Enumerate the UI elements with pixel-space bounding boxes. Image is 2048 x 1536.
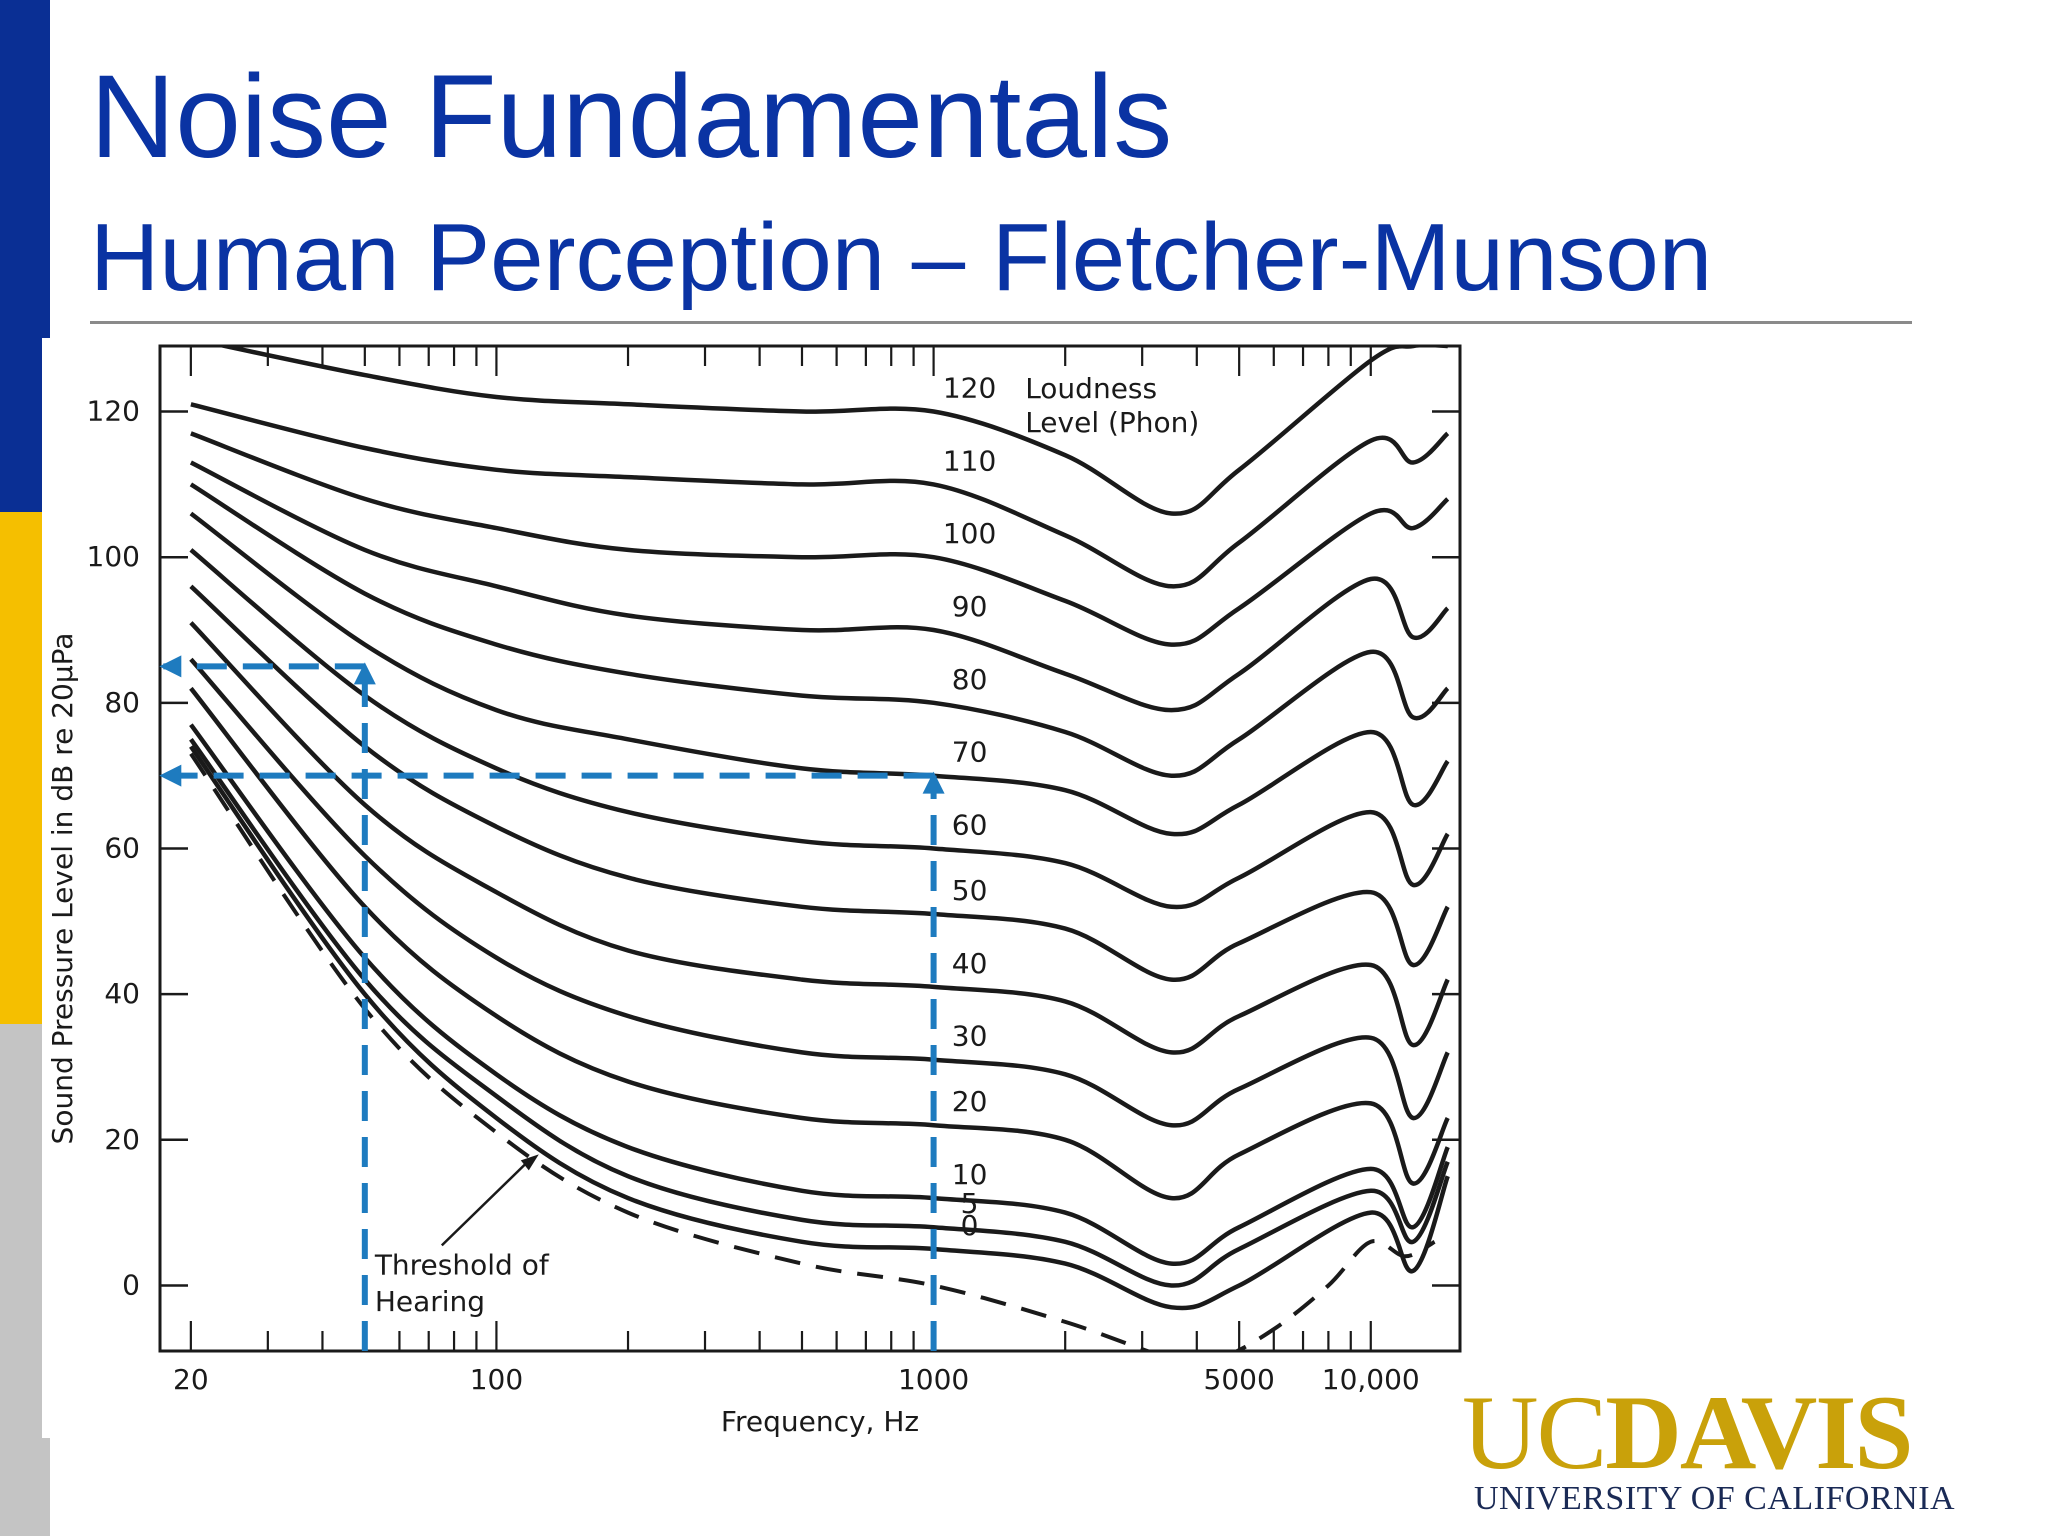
y-axis-label: Sound Pressure Level in dB re 20μPa — [46, 633, 79, 1145]
y-tick-label: 40 — [104, 977, 140, 1010]
x-axis-label: Frequency, Hz — [721, 1405, 919, 1438]
curve-label-0: 0 — [961, 1209, 979, 1242]
threshold-of-hearing-curve — [189, 752, 1436, 1351]
curve-label-20: 20 — [952, 1085, 988, 1118]
legend-title-line1: Loudness — [1025, 372, 1157, 405]
threshold-label-line1: Threshold of — [374, 1249, 550, 1282]
y-tick-label: 20 — [104, 1123, 140, 1156]
threshold-label-line2: Hearing — [375, 1285, 485, 1318]
sidebar-blue-block — [0, 0, 50, 512]
loudness-curve-80 — [189, 482, 1450, 778]
loudness-curve-40 — [189, 621, 1450, 1055]
curve-label-60: 60 — [952, 809, 988, 842]
curve-label-120: 120 — [943, 372, 996, 405]
y-tick-label: 120 — [87, 395, 140, 428]
logo-subtitle: UNIVERSITY OF CALIFORNIA — [1474, 1480, 1956, 1517]
loudness-curve-60 — [189, 548, 1450, 910]
slide-subtitle: Human Perception – Fletcher-Munson — [90, 204, 1713, 311]
curve-label-90: 90 — [952, 590, 988, 623]
x-tick-label: 10,000 — [1322, 1363, 1420, 1396]
x-tick-label: 20 — [173, 1363, 209, 1396]
loudness-curve-30 — [189, 657, 1450, 1128]
sidebar-stripe — [0, 0, 50, 1536]
slide-title: Noise Fundamentals — [90, 51, 1173, 183]
loudness-curve-90 — [189, 460, 1450, 713]
guide-arrowhead — [353, 662, 376, 685]
logo-uc: UC — [1462, 1374, 1607, 1491]
curve-label-10: 10 — [952, 1158, 988, 1191]
loudness-curve-5 — [189, 737, 1450, 1288]
guide-arrowhead — [159, 764, 182, 787]
y-tick-label: 0 — [122, 1268, 140, 1301]
x-tick-label: 1000 — [898, 1363, 969, 1396]
logo-wordmark: UCDAVIS — [1462, 1380, 1913, 1486]
logo-davis: DAVIS — [1605, 1374, 1913, 1491]
loudness-curve-70 — [189, 511, 1450, 837]
guide-arrowhead — [159, 655, 182, 678]
curve-label-50: 50 — [952, 874, 988, 907]
x-tick-label: 100 — [470, 1363, 523, 1396]
curve-label-30: 30 — [952, 1020, 988, 1053]
threshold-pointer-line — [440, 1160, 529, 1247]
curve-label-100: 100 — [943, 517, 996, 550]
legend-title-line2: Level (Phon) — [1025, 406, 1199, 439]
sidebar-gold-block — [0, 512, 50, 1024]
y-tick-label: 80 — [104, 686, 140, 719]
x-tick-label: 5000 — [1204, 1363, 1275, 1396]
loudness-curve-100 — [190, 431, 1450, 647]
y-tick-label: 60 — [104, 832, 140, 865]
loudness-curve-110 — [190, 402, 1450, 589]
curve-label-110: 110 — [943, 444, 996, 477]
curve-label-40: 40 — [952, 947, 988, 980]
curve-label-80: 80 — [952, 663, 988, 696]
curve-label-70: 70 — [952, 736, 988, 769]
loudness-curve-20 — [189, 686, 1450, 1201]
y-tick-label: 100 — [87, 540, 140, 573]
threshold-pointer-arrowhead — [520, 1154, 539, 1171]
loudness-curve-120 — [214, 346, 1448, 516]
guide-arrowhead — [922, 771, 945, 794]
curve-label-5: 5 — [961, 1187, 979, 1220]
title-divider — [90, 321, 1912, 324]
sidebar-gray-block — [0, 1024, 50, 1536]
ucdavis-logo: UCDAVIS UNIVERSITY OF CALIFORNIA — [1462, 1380, 1962, 1520]
chart-panel: 0 20 40 60 80 100 120 20 100 1000 5000 10,000 Freque… — [42, 338, 1502, 1438]
